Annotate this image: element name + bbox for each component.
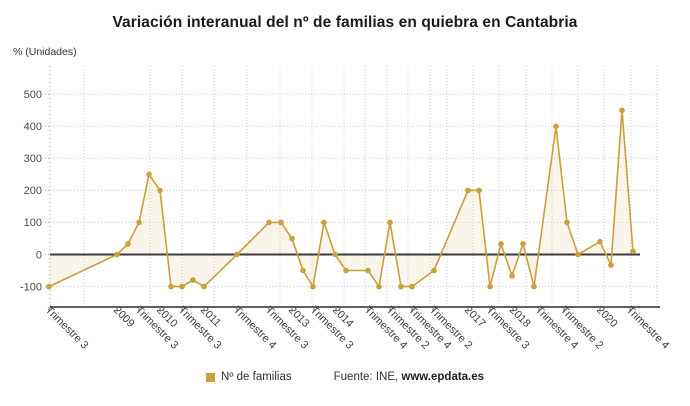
data-point[interactable]: [300, 267, 306, 274]
data-point[interactable]: [387, 219, 393, 226]
data-point[interactable]: [146, 171, 152, 178]
data-point[interactable]: [465, 187, 471, 194]
data-point[interactable]: [234, 251, 240, 258]
y-tick-label: 100: [24, 217, 42, 229]
data-point[interactable]: [575, 251, 581, 258]
data-point[interactable]: [266, 219, 272, 226]
data-point[interactable]: [332, 251, 338, 258]
data-point[interactable]: [487, 283, 493, 290]
data-point[interactable]: [201, 283, 207, 290]
y-axis-unit-label: % (Unidades): [13, 46, 77, 58]
legend-and-source-row: Nº de familias Fuente: INE, www.epdata.e…: [0, 371, 690, 383]
source-prefix: Fuente: INE,: [333, 371, 402, 383]
y-tick-label: 0: [36, 249, 42, 261]
y-tick-label: 500: [24, 89, 42, 101]
x-tick-label: Trimestre 4: [624, 304, 672, 352]
x-tick-label: 2017: [462, 304, 488, 330]
data-point[interactable]: [520, 241, 526, 247]
data-point[interactable]: [597, 238, 603, 245]
data-point[interactable]: [409, 283, 415, 290]
data-point[interactable]: [365, 267, 371, 274]
data-point[interactable]: [476, 187, 482, 194]
data-point[interactable]: [564, 219, 570, 226]
data-point[interactable]: [509, 273, 515, 279]
data-point[interactable]: [289, 235, 295, 242]
x-tick-label: Trimestre 3: [43, 304, 91, 352]
legend-marker[interactable]: [205, 372, 215, 382]
data-point[interactable]: [498, 241, 504, 247]
data-point[interactable]: [310, 283, 316, 290]
data-point[interactable]: [619, 107, 625, 114]
x-tick-label: 2020: [594, 304, 620, 330]
data-point[interactable]: [630, 248, 636, 255]
y-tick-label: 300: [24, 153, 42, 165]
y-tick-label: 200: [24, 185, 42, 197]
data-point[interactable]: [431, 267, 437, 274]
y-tick-label: 400: [24, 121, 42, 133]
data-point[interactable]: [608, 262, 614, 268]
data-point[interactable]: [125, 241, 131, 247]
data-point[interactable]: [136, 219, 142, 226]
data-point[interactable]: [376, 283, 382, 290]
source-note: Fuente: INE, www.epdata.es: [334, 371, 484, 383]
data-point[interactable]: [343, 267, 349, 274]
data-point[interactable]: [179, 283, 185, 290]
data-point[interactable]: [168, 283, 174, 290]
data-point[interactable]: [157, 187, 163, 194]
data-point[interactable]: [531, 283, 537, 290]
source-site: www.epdata.es: [401, 371, 485, 383]
y-tick-label: -100: [20, 281, 42, 293]
data-point[interactable]: [553, 123, 559, 130]
chart-title: Variación interanual del nº de familias …: [112, 14, 578, 31]
data-point[interactable]: [278, 219, 284, 226]
data-point[interactable]: [46, 283, 52, 290]
legend-series-label[interactable]: Nº de familias: [220, 371, 292, 383]
data-point[interactable]: [398, 283, 404, 290]
x-tick-label: 2009: [111, 304, 137, 330]
data-point[interactable]: [190, 277, 196, 283]
data-point[interactable]: [321, 219, 327, 226]
data-point[interactable]: [114, 251, 120, 258]
